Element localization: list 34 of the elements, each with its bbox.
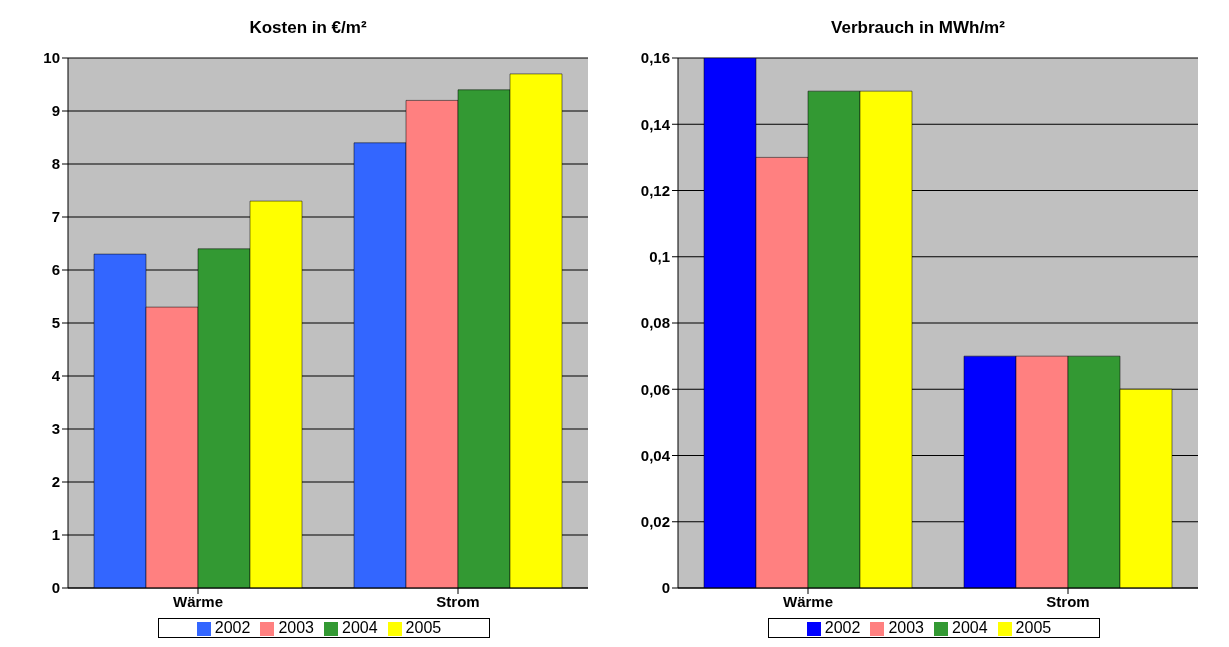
- legend-label: 2003: [278, 619, 314, 636]
- y-tick-label: 2: [51, 473, 60, 491]
- y-tick-label: 0,14: [640, 115, 671, 133]
- y-tick-label: 0,1: [649, 248, 670, 266]
- y-tick-label: 5: [51, 314, 60, 332]
- x-tick-label: Strom: [436, 592, 480, 610]
- y-tick-label: 4: [51, 367, 61, 385]
- y-tick-label: 10: [43, 49, 60, 67]
- y-tick-label: 0,16: [640, 49, 670, 67]
- legend-label: 2004: [952, 619, 988, 636]
- y-tick-label: 1: [51, 526, 60, 544]
- y-tick-label: 0,12: [640, 181, 670, 199]
- y-tick-label: 0: [51, 579, 60, 597]
- legend-label: 2005: [1015, 619, 1052, 636]
- x-tick-label: Wärme: [172, 592, 224, 610]
- legend-label: 2004: [342, 619, 378, 636]
- y-tick-label: 0,08: [640, 314, 670, 332]
- chart-title: Kosten in €/m²: [248, 17, 368, 39]
- legend-label: 2005: [405, 619, 442, 636]
- y-tick-label: 0: [661, 579, 670, 597]
- x-tick-label: Wärme: [782, 592, 834, 610]
- y-tick-label: 6: [51, 261, 60, 279]
- x-tick-label: Strom: [1046, 592, 1090, 610]
- y-tick-label: 7: [51, 208, 60, 226]
- y-tick-label: 0,02: [640, 513, 670, 531]
- chart-title: Verbrauch in MWh/m²: [830, 17, 1006, 39]
- y-tick-label: 0,06: [640, 380, 670, 398]
- y-tick-label: 8: [51, 155, 60, 173]
- legend-label: 2002: [824, 619, 861, 636]
- y-tick-label: 9: [51, 102, 60, 120]
- legend-label: 2002: [214, 619, 251, 636]
- y-tick-label: 0,04: [640, 446, 671, 464]
- legend-label: 2003: [888, 619, 924, 636]
- y-tick-label: 3: [51, 420, 60, 438]
